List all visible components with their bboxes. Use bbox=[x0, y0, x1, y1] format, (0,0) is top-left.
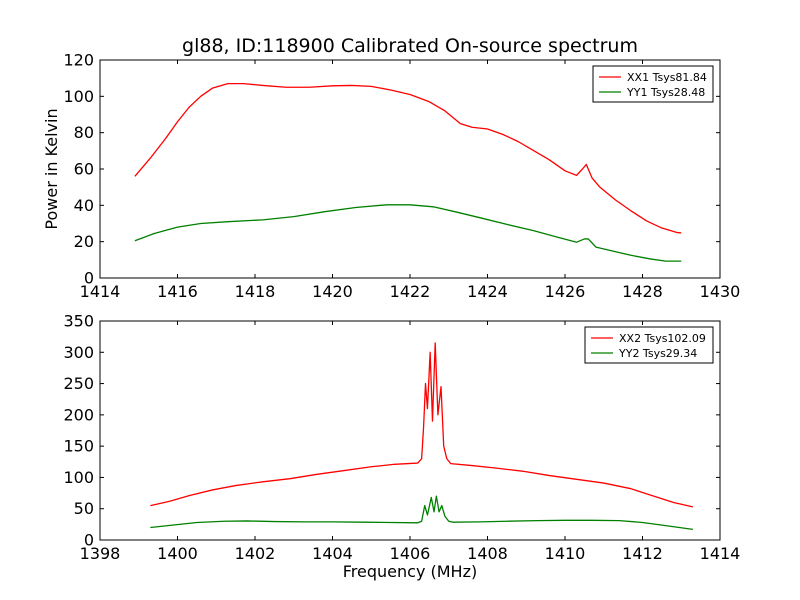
chart1-y-tick-label: 40 bbox=[74, 196, 94, 215]
chart2-y-tick-label: 150 bbox=[63, 437, 94, 456]
chart2-x-tick-label: 1406 bbox=[390, 544, 431, 563]
chart2-x-tick-label: 1412 bbox=[622, 544, 663, 563]
chart1-y-tick-label: 60 bbox=[74, 160, 94, 179]
chart2-y-tick-label: 350 bbox=[63, 312, 94, 331]
chart2-y-tick-label: 100 bbox=[63, 468, 94, 487]
chart2-series-line-1 bbox=[150, 342, 694, 508]
chart2-x-tick-label: 1404 bbox=[312, 544, 353, 563]
chart1-y-tick-label: 80 bbox=[74, 123, 94, 142]
chart2-x-tick-label: 1400 bbox=[157, 544, 198, 563]
chart1-title: gl88, ID:118900 Calibrated On-source spe… bbox=[182, 35, 638, 57]
chart1-x-tick-label: 1426 bbox=[545, 282, 586, 301]
chart1-x-tick-label: 1424 bbox=[467, 282, 508, 301]
chart2-legend bbox=[584, 326, 714, 364]
chart2-x-tick-label: 1410 bbox=[545, 544, 586, 563]
chart1-x-tick-label: 1416 bbox=[157, 282, 198, 301]
chart1-y-tick-label: 20 bbox=[74, 232, 94, 251]
chart1-legend-label-1: XX1 Tsys81.84 bbox=[627, 71, 707, 84]
chart2-y-tick-label: 250 bbox=[63, 374, 94, 393]
chart2-legend-label-2: YY2 Tsys29.34 bbox=[618, 347, 697, 360]
chart1-legend-label-2: YY1 Tsys28.48 bbox=[626, 86, 705, 99]
chart1-x-tick-label: 1430 bbox=[700, 282, 741, 301]
chart2-x-tick-label: 1402 bbox=[235, 544, 276, 563]
chart2-y-tick-label: 50 bbox=[74, 499, 94, 518]
chart2-x-tick-label: 1408 bbox=[467, 544, 508, 563]
chart1-x-tick-label: 1418 bbox=[235, 282, 276, 301]
chart1-x-tick-label: 1422 bbox=[390, 282, 431, 301]
chart1-y-axis-label: Power in Kelvin bbox=[42, 108, 61, 229]
chart1-y-tick-label: 120 bbox=[63, 51, 94, 70]
chart1-x-tick-label: 1414 bbox=[80, 282, 121, 301]
chart1-series-line-1 bbox=[134, 82, 682, 234]
chart1-y-tick-label: 100 bbox=[63, 87, 94, 106]
chart2-x-tick-label: 1398 bbox=[80, 544, 121, 563]
chart2-x-axis-label: Frequency (MHz) bbox=[343, 562, 477, 581]
chart2-series-line-2 bbox=[150, 495, 693, 531]
chart1-x-tick-label: 1420 bbox=[312, 282, 353, 301]
chart2-y-tick-label: 300 bbox=[63, 343, 94, 362]
chart1-legend bbox=[592, 65, 714, 103]
chart2-y-tick-label: 0 bbox=[84, 531, 94, 550]
chart1-y-tick-label: 0 bbox=[84, 269, 94, 288]
chart2-y-tick-label: 200 bbox=[63, 405, 94, 424]
chart1-series-line-2 bbox=[134, 204, 682, 262]
chart2-legend-label-1: XX2 Tsys102.09 bbox=[619, 332, 706, 345]
chart1-x-tick-label: 1428 bbox=[622, 282, 663, 301]
chart2-x-tick-label: 1414 bbox=[700, 544, 741, 563]
